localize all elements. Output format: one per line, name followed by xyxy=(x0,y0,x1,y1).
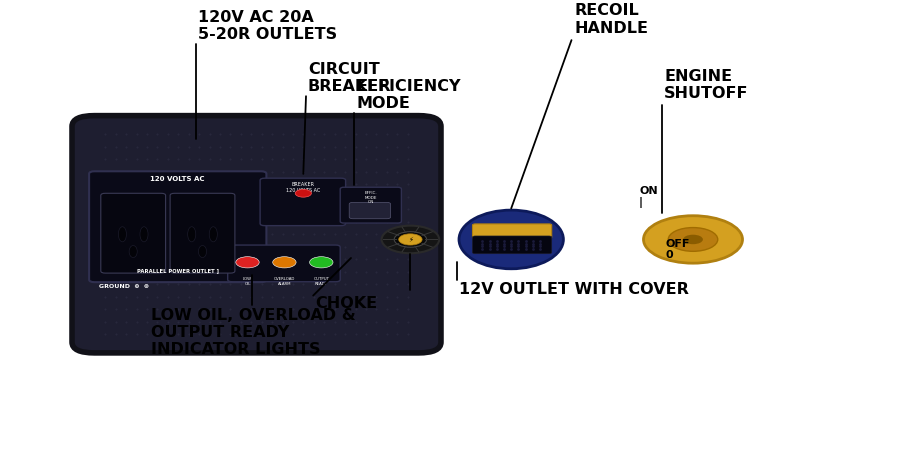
FancyBboxPatch shape xyxy=(72,116,441,353)
Text: LOW OIL, OVERLOAD &
OUTPUT READY
INDICATOR LIGHTS: LOW OIL, OVERLOAD & OUTPUT READY INDICAT… xyxy=(151,308,356,357)
FancyBboxPatch shape xyxy=(101,194,166,273)
Text: EFFICIENCY
MODE: EFFICIENCY MODE xyxy=(356,79,461,111)
Text: PARALLEL POWER OUTLET ]: PARALLEL POWER OUTLET ] xyxy=(137,268,219,273)
Ellipse shape xyxy=(209,227,218,242)
Ellipse shape xyxy=(198,246,207,257)
Circle shape xyxy=(644,216,742,263)
Text: LOW
OIL: LOW OIL xyxy=(243,277,252,286)
Circle shape xyxy=(399,234,422,245)
Circle shape xyxy=(236,256,259,268)
FancyBboxPatch shape xyxy=(340,187,401,223)
Ellipse shape xyxy=(459,210,563,269)
Circle shape xyxy=(273,256,296,268)
Text: ⚡: ⚡ xyxy=(408,236,413,243)
Text: ENGINE
SHUTOFF: ENGINE SHUTOFF xyxy=(664,69,749,101)
Text: EFFIC.
MODE
ON: EFFIC. MODE ON xyxy=(364,191,377,204)
FancyBboxPatch shape xyxy=(349,202,391,219)
Ellipse shape xyxy=(118,227,126,242)
Ellipse shape xyxy=(187,227,196,242)
Text: BREAKER
120 VOLTS AC: BREAKER 120 VOLTS AC xyxy=(285,183,320,194)
Circle shape xyxy=(295,189,311,197)
FancyBboxPatch shape xyxy=(228,245,340,282)
Text: CHOKE: CHOKE xyxy=(315,296,377,310)
FancyBboxPatch shape xyxy=(472,236,552,254)
Text: 120V AC 20A
5-20R OUTLETS: 120V AC 20A 5-20R OUTLETS xyxy=(198,10,338,42)
Ellipse shape xyxy=(129,246,137,257)
Circle shape xyxy=(683,235,703,244)
Text: OUTPUT
READY: OUTPUT READY xyxy=(313,277,329,286)
FancyBboxPatch shape xyxy=(170,194,235,273)
Text: 120 VOLTS AC: 120 VOLTS AC xyxy=(150,176,205,182)
Circle shape xyxy=(310,256,333,268)
Text: OFF
0: OFF 0 xyxy=(666,238,690,260)
Circle shape xyxy=(394,232,427,247)
Text: RECOIL
HANDLE: RECOIL HANDLE xyxy=(574,4,648,36)
FancyBboxPatch shape xyxy=(260,178,346,225)
Text: ON
|: ON | xyxy=(639,186,658,208)
Circle shape xyxy=(382,225,439,253)
Text: 12V OUTLET WITH COVER: 12V OUTLET WITH COVER xyxy=(459,282,688,297)
Text: OVERLOAD
ALARM: OVERLOAD ALARM xyxy=(274,277,295,286)
Circle shape xyxy=(668,228,718,251)
FancyBboxPatch shape xyxy=(472,224,552,238)
Ellipse shape xyxy=(140,227,148,242)
Text: CIRCUIT
BREAKER: CIRCUIT BREAKER xyxy=(308,62,392,94)
FancyBboxPatch shape xyxy=(89,171,266,282)
Text: GROUND  ⊕  ⊗: GROUND ⊕ ⊗ xyxy=(99,284,149,289)
